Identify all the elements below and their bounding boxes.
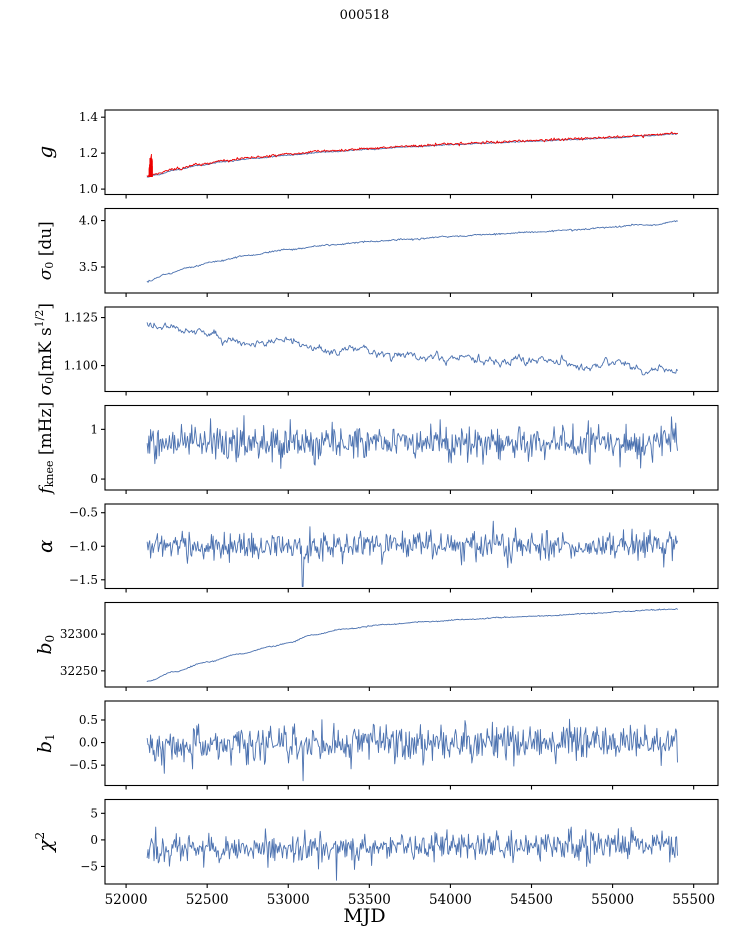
panel-chi2: −5 0 5 52000 52500 53000 53500 54000 54500 55000 5… — [80, 798, 719, 908]
x-axis-ticklabel: 55000 — [591, 892, 634, 908]
panel-b1-frame — [104, 700, 719, 787]
panel-f_knee-traces — [146, 415, 678, 469]
panel-g: 1.0 1.2 1.4 — [79, 109, 719, 199]
series-chi2 — [146, 826, 678, 881]
panel-sigma0_du-yticklabel: 4.0 — [79, 214, 98, 228]
panel-b1-yticklabel: −0.5 — [69, 758, 98, 772]
series-sigma0_du — [146, 220, 678, 283]
panel-b0: 32250 32300 — [60, 601, 719, 691]
series-g_measured — [146, 131, 678, 178]
panel-g-frame — [104, 109, 719, 196]
x-axis-ticklabel: 52500 — [186, 892, 229, 908]
panel-chi2-yticklabel: −5 — [80, 859, 98, 873]
panel-chi2-yticklabel: 5 — [90, 806, 98, 820]
panel-sigma0_mK-frame — [104, 306, 719, 393]
x-axis-ticklabel: 54000 — [429, 892, 472, 908]
panel-b1-traces — [146, 718, 678, 782]
panel-chi2-frame — [104, 798, 719, 885]
panel-sigma0_mK: 1.100 1.125 — [64, 306, 719, 396]
x-axis-label: MJD — [343, 905, 386, 927]
series-b1 — [146, 718, 678, 782]
panel-sigma0_du-ylabel-text: σ0​ [du] — [36, 221, 57, 280]
panel-f_knee-yticklabel: 0 — [90, 472, 98, 486]
panel-alpha-yticklabel: −1.0 — [69, 539, 98, 553]
panel-alpha-yticklabel: −0.5 — [69, 506, 98, 520]
panel-sigma0_mK-ylabel: σ0​[mK s1/2​] — [33, 303, 56, 396]
figure-title: 000518 — [339, 8, 390, 23]
panel-sigma0_mK-yticklabel: 1.100 — [64, 359, 98, 373]
panel-alpha-ylabel: α — [33, 539, 57, 553]
panel-alpha-yticklabel: −1.5 — [69, 573, 98, 587]
panel-sigma0_du-traces — [146, 220, 678, 283]
panel-sigma0_du-frame — [104, 207, 719, 294]
panel-b0-yticklabel: 32300 — [60, 627, 98, 641]
panel-chi2-traces — [146, 826, 678, 881]
series-sigma0_mK — [146, 322, 678, 376]
panel-chi2-ylabel: χ2​ — [33, 832, 57, 854]
x-axis-ticklabel: 52000 — [105, 892, 148, 908]
panel-chi2-yticklabel: 0 — [90, 833, 98, 847]
panel-sigma0_mK-yticklabel: 1.125 — [64, 311, 98, 325]
panel-sigma0_du: 3.5 4.0 — [79, 207, 719, 297]
panel-g-ylabel: g — [33, 146, 57, 159]
panel-b1-yticklabel: 0.0 — [79, 736, 98, 750]
panel-alpha: −1.5 −1.0 −0.5 — [69, 503, 719, 593]
panel-chi2-ylabel-text: χ2​ — [33, 832, 57, 854]
panel-b1-ylabel-text: b1​ — [34, 733, 57, 753]
panel-g-yticklabel: 1.2 — [79, 146, 98, 160]
series-g_smooth — [146, 132, 678, 178]
panel-g-ylabel-text: g — [33, 146, 57, 159]
panel-g-traces — [146, 131, 678, 178]
panel-b0-traces — [146, 608, 678, 682]
panel-f_knee: 01 — [90, 404, 719, 494]
panel-g-yticklabel: 1.0 — [79, 182, 98, 196]
panel-f_knee-ylabel-text: fknee​ [mHz] — [36, 402, 57, 496]
x-axis-ticklabel: 53000 — [267, 892, 310, 908]
panel-b0-frame — [104, 601, 719, 688]
panel-alpha-traces — [146, 520, 678, 587]
panel-f_knee-frame — [104, 404, 719, 491]
x-axis-ticklabel: 53500 — [348, 892, 391, 908]
series-alpha — [146, 520, 678, 587]
panel-sigma0_mK-ylabel-text: σ0​[mK s1/2​] — [33, 303, 56, 396]
panel-sigma0_du-ylabel: σ0​ [du] — [36, 221, 57, 280]
panel-b0-ylabel-text: b0​ — [34, 635, 57, 655]
panel-sigma0_du-yticklabel: 3.5 — [79, 260, 98, 274]
panel-sigma0_mK-traces — [146, 322, 678, 376]
panel-b0-yticklabel: 32250 — [60, 664, 98, 678]
x-axis-ticklabel: 55500 — [672, 892, 715, 908]
panel-b1-ylabel: b1​ — [34, 733, 57, 753]
panel-g-yticklabel: 1.4 — [79, 110, 98, 124]
panel-f_knee-ylabel: fknee​ [mHz] — [36, 402, 57, 496]
panel-f_knee-yticklabel: 1 — [90, 422, 98, 436]
x-axis-ticklabel: 54500 — [510, 892, 553, 908]
panel-b1: −0.5 0.0 0.5 — [69, 700, 719, 790]
series-f_knee — [146, 415, 678, 469]
panel-alpha-ylabel-text: α — [33, 539, 57, 553]
panel-b0-ylabel: b0​ — [34, 635, 57, 655]
series-b0 — [146, 608, 678, 682]
panel-b1-yticklabel: 0.5 — [79, 713, 98, 727]
